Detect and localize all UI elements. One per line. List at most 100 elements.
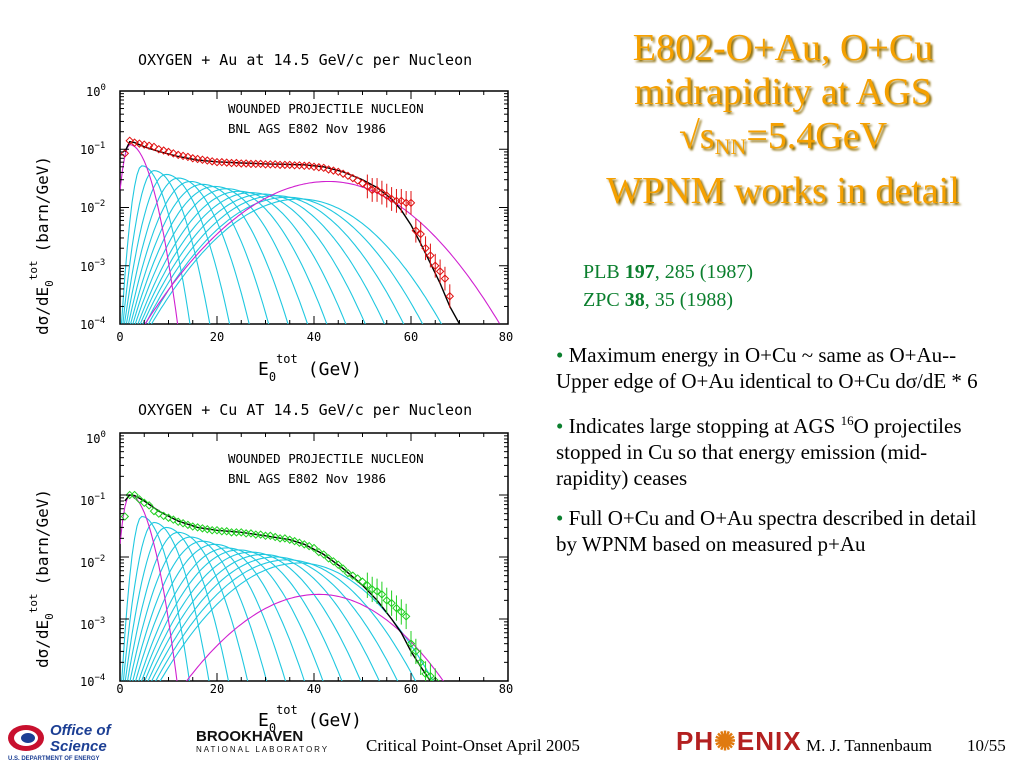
component-curve bbox=[151, 556, 399, 681]
data-marker bbox=[217, 527, 227, 536]
title-line-4: WPNM works in detail bbox=[606, 170, 960, 212]
component-curve bbox=[132, 540, 287, 681]
data-marker bbox=[363, 182, 372, 191]
edge-component-curve bbox=[144, 180, 501, 324]
data-point bbox=[300, 161, 309, 171]
data-marker bbox=[416, 229, 425, 239]
bullet-list: • Maximum energy in O+Cu ~ same as O+Au-… bbox=[556, 342, 996, 571]
data-point bbox=[411, 218, 421, 243]
data-marker bbox=[421, 243, 430, 253]
y-tick-label: 10−1 bbox=[80, 492, 105, 508]
x-tick-label: 20 bbox=[210, 682, 224, 696]
data-marker bbox=[251, 530, 261, 539]
data-marker bbox=[377, 590, 387, 599]
data-marker bbox=[130, 490, 139, 500]
data-marker bbox=[324, 554, 333, 563]
data-point bbox=[130, 490, 139, 500]
data-marker bbox=[300, 161, 309, 171]
data-point bbox=[358, 577, 367, 586]
data-point bbox=[406, 631, 416, 657]
data-marker bbox=[285, 160, 294, 170]
annotation-line-2: BNL AGS E802 Nov 1986 bbox=[228, 471, 386, 486]
reference-plb: PLB 197, 285 (1987) bbox=[583, 261, 754, 283]
conference-name: Critical Point-Onset April 2005 bbox=[366, 736, 580, 755]
component-curve bbox=[127, 180, 270, 324]
data-marker bbox=[411, 226, 421, 235]
x-tick-label: 20 bbox=[210, 330, 224, 344]
data-marker bbox=[367, 185, 377, 195]
chart-title: OXYGEN + Cu AT 14.5 GeV/c per Nucleon bbox=[138, 401, 472, 419]
data-point bbox=[406, 190, 416, 215]
data-marker bbox=[227, 528, 236, 537]
data-point bbox=[290, 161, 299, 170]
data-point bbox=[363, 572, 372, 598]
y-axis-label: dσ/dE0tot(barn/GeV) bbox=[27, 489, 56, 668]
y-tick-labels: 100 10−1 10−2 10−3 10−4 bbox=[80, 83, 106, 332]
data-point bbox=[275, 534, 285, 543]
fit-curve bbox=[124, 494, 432, 681]
references: PLB 197, 285 (1987) ZPC 38, 35 (1988) bbox=[583, 258, 753, 314]
series-layer bbox=[120, 490, 444, 681]
data-point bbox=[421, 661, 430, 681]
data-point bbox=[392, 595, 401, 621]
chart-title: OXYGEN + Au at 14.5 GeV/c per Nucleon bbox=[138, 51, 472, 69]
data-point bbox=[241, 159, 251, 168]
y-tick-label: 100 bbox=[86, 83, 106, 99]
bullet-item: • Indicates large stopping at AGS 16O pr… bbox=[556, 413, 962, 490]
component-curve bbox=[121, 515, 190, 681]
data-point bbox=[237, 159, 246, 168]
x-tick-label: 40 bbox=[307, 682, 321, 696]
data-marker bbox=[406, 198, 416, 208]
data-point bbox=[401, 603, 411, 630]
data-point bbox=[392, 188, 401, 213]
data-marker bbox=[256, 159, 265, 169]
data-point bbox=[256, 159, 265, 169]
data-point bbox=[426, 663, 435, 681]
data-marker bbox=[338, 564, 348, 573]
data-point bbox=[270, 160, 280, 169]
data-marker bbox=[334, 560, 343, 569]
data-marker bbox=[290, 161, 299, 170]
data-point bbox=[397, 599, 406, 625]
data-marker bbox=[309, 543, 319, 553]
axis-ticks bbox=[119, 90, 509, 325]
plot-oxygen-au-svg: OXYGEN + Au at 14.5 GeV/c per Nucleon WO… bbox=[27, 51, 513, 384]
data-point bbox=[261, 160, 270, 169]
data-marker bbox=[363, 581, 372, 590]
data-point bbox=[314, 163, 324, 172]
data-point bbox=[285, 160, 294, 170]
data-point bbox=[382, 183, 391, 208]
data-marker bbox=[329, 557, 338, 566]
data-point bbox=[227, 528, 236, 537]
data-marker bbox=[358, 577, 367, 586]
plot-oxygen-cu: OXYGEN + Cu AT 14.5 GeV/c per Nucleon WO… bbox=[0, 393, 540, 763]
bullet-marker: • bbox=[556, 414, 564, 438]
data-marker bbox=[401, 612, 411, 621]
bullet-item: • Full O+Cu and O+Au spectra described i… bbox=[556, 506, 977, 556]
data-point bbox=[353, 574, 362, 583]
data-marker bbox=[251, 159, 261, 169]
data-point bbox=[377, 581, 387, 607]
data-marker bbox=[397, 607, 406, 617]
component-curve bbox=[122, 170, 211, 324]
data-point bbox=[275, 160, 285, 170]
data-point bbox=[445, 284, 455, 309]
data-marker bbox=[212, 157, 222, 167]
y-tick-label: 10−3 bbox=[80, 258, 105, 274]
bullet-marker: • bbox=[556, 343, 564, 367]
data-point bbox=[416, 222, 425, 246]
title-line-3: √sNN=5.4GeV bbox=[678, 115, 888, 159]
data-point bbox=[280, 160, 290, 170]
data-marker bbox=[377, 188, 387, 197]
data-point bbox=[440, 266, 450, 291]
data-marker bbox=[144, 501, 154, 510]
svg-text:Science: Science bbox=[50, 738, 107, 755]
data-marker bbox=[426, 671, 435, 681]
x-axis-label: E0tot (GeV) bbox=[258, 352, 362, 384]
data-marker bbox=[426, 251, 435, 260]
data-marker bbox=[246, 159, 256, 169]
data-point bbox=[435, 259, 445, 284]
data-marker bbox=[309, 162, 319, 172]
component-curve bbox=[147, 196, 424, 324]
